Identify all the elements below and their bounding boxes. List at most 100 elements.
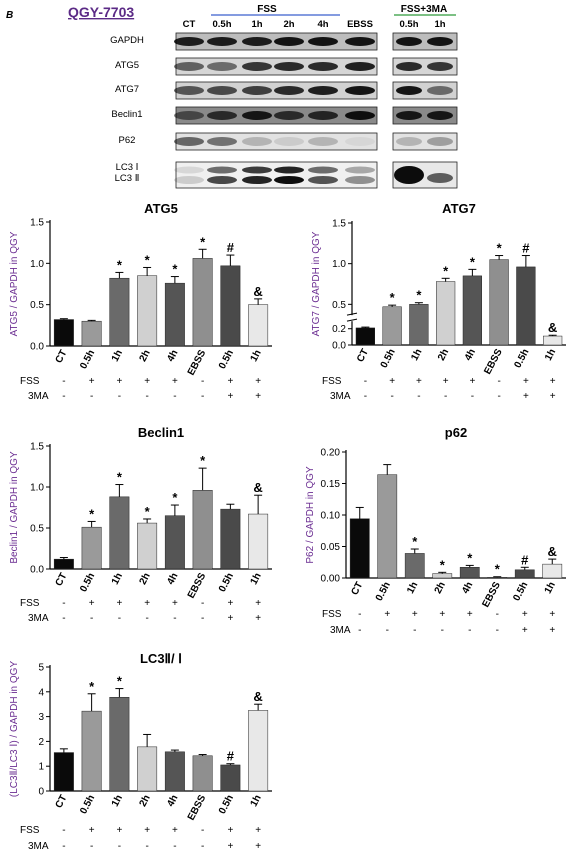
x-tick-label: 0.5h	[374, 580, 393, 603]
condition-fss: +	[522, 609, 528, 620]
condition-fss: +	[416, 376, 422, 387]
significance-mark: *	[497, 241, 503, 256]
y-tick-label: 1.5	[30, 442, 44, 453]
x-tick-label: 1h	[110, 571, 125, 586]
row-label-fss: FSS	[322, 376, 342, 387]
condition-3ma: -	[496, 625, 499, 636]
x-tick-label: EBSS	[186, 571, 209, 600]
bar	[109, 277, 130, 347]
condition-3ma: -	[417, 391, 420, 402]
y-axis-label: ATG7 / GAPDH in QGY	[311, 231, 322, 336]
axis-break-mark	[346, 318, 358, 322]
condition-3ma: +	[549, 625, 555, 636]
condition-fss: +	[389, 376, 395, 387]
blot-band	[308, 37, 338, 46]
lane-label: 0.5h	[399, 19, 418, 30]
condition-3ma: -	[173, 613, 176, 624]
significance-mark: *	[200, 234, 206, 249]
x-tick-label: 0.5h	[511, 580, 530, 603]
significance-mark: *	[172, 262, 178, 277]
blot-band	[396, 62, 422, 71]
x-tick-label: 4h	[460, 580, 475, 595]
x-tick-label: 0.5h	[512, 347, 531, 370]
bar	[192, 490, 213, 570]
blot-band	[345, 62, 375, 71]
blot-band	[345, 37, 375, 46]
blot-band	[174, 62, 204, 71]
blot-band	[427, 111, 453, 120]
y-tick-label: 0.0	[30, 342, 44, 353]
y-tick-label: 1	[38, 762, 44, 773]
bar	[220, 508, 241, 570]
blot-band	[274, 176, 304, 184]
significance-mark: *	[416, 288, 422, 303]
blot-band	[274, 166, 304, 174]
cell-line-label: QGY-7703	[68, 4, 134, 20]
blot-row-label: LC3 Ⅰ	[116, 162, 139, 173]
bar	[220, 265, 241, 347]
y-tick-label: 0.2	[332, 324, 346, 335]
y-tick-label: 0	[38, 787, 44, 798]
blot-row-label: P62	[119, 135, 136, 146]
y-tick-label: 4	[38, 687, 44, 698]
x-tick-label: 0.5h	[78, 571, 97, 594]
x-tick-label: 4h	[165, 571, 180, 586]
blot-band	[174, 37, 204, 46]
condition-fss: +	[467, 609, 473, 620]
significance-mark: #	[522, 241, 530, 256]
significance-mark: #	[227, 749, 235, 764]
blot-band	[308, 111, 338, 120]
panel-letter: B	[6, 10, 13, 21]
lane-label: EBSS	[347, 19, 373, 30]
condition-3ma: -	[173, 841, 176, 852]
blot-band	[345, 176, 375, 184]
condition-fss: +	[469, 376, 475, 387]
significance-mark: &	[253, 689, 262, 704]
y-tick-label: 0.00	[321, 574, 341, 585]
x-tick-label: 1h	[249, 348, 264, 363]
row-label-3ma: 3MA	[330, 391, 351, 402]
axis-break-mark	[346, 312, 358, 316]
condition-fss: +	[523, 376, 529, 387]
row-label-fss: FSS	[20, 825, 40, 836]
significance-mark: *	[117, 674, 123, 689]
y-tick-label: 1.5	[30, 218, 44, 229]
blot-band	[174, 176, 204, 184]
significance-mark: *	[412, 534, 418, 549]
lane-label: CT	[183, 19, 196, 30]
x-tick-label: 1h	[543, 347, 558, 362]
blot-band	[174, 137, 204, 146]
bar	[248, 304, 269, 347]
y-tick-label: 0.10	[321, 511, 341, 522]
row-label-fss: FSS	[20, 598, 40, 609]
condition-3ma: +	[227, 391, 233, 402]
significance-mark: *	[145, 252, 151, 267]
x-tick-label: 0.5h	[217, 793, 236, 816]
y-axis-label: ATG5 / GAPDH in QGY	[9, 231, 20, 336]
x-tick-label: 1h	[110, 348, 125, 363]
y-tick-label: 0.05	[321, 542, 341, 553]
condition-3ma: -	[62, 613, 65, 624]
blot-row-label: GAPDH	[110, 35, 144, 46]
condition-3ma: -	[62, 391, 65, 402]
chart-0: ATG5 ATG5 / GAPDH in QGY 0.0 0.5 1.0 1.5 CT - - 0…	[9, 201, 272, 402]
significance-mark: *	[440, 557, 446, 572]
significance-mark: *	[495, 562, 501, 577]
blot-row-label: ATG5	[115, 60, 139, 71]
condition-3ma: -	[118, 841, 121, 852]
bar	[137, 275, 158, 347]
condition-fss: +	[255, 376, 261, 387]
significance-mark: *	[443, 263, 449, 278]
condition-fss: +	[227, 376, 233, 387]
blot-band	[345, 137, 375, 146]
blot-band	[207, 37, 237, 46]
bar	[53, 319, 74, 347]
y-tick-label: 1.0	[332, 259, 346, 270]
x-tick-label: 4h	[165, 348, 180, 363]
blot-band	[345, 166, 375, 174]
x-tick-label: CT	[349, 580, 365, 597]
blot-band	[427, 173, 453, 183]
lane-label: 1h	[434, 19, 445, 30]
condition-fss: -	[497, 376, 500, 387]
